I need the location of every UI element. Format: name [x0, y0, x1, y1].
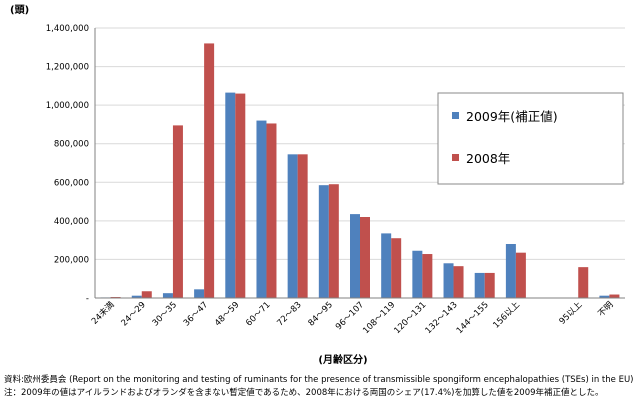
- bars: [100, 43, 620, 299]
- bar-2008-1: [141, 291, 152, 298]
- bar-2008-16: [609, 294, 620, 298]
- source-note: 資料:欧州委員会 (Report on the monitoring and t…: [4, 375, 634, 385]
- x-tick-label-6: 72〜83: [275, 300, 303, 328]
- x-tick-labels: 24未満 24〜29 30〜35 36〜47 48〜59 60〜71 72〜83 84〜959…: [89, 299, 615, 336]
- y-tick-label-4: 800,000: [54, 140, 89, 150]
- bar-2009-1: [131, 295, 142, 298]
- bar-2009-11: [443, 263, 454, 298]
- bar-2008-4: [235, 93, 246, 298]
- legend-label-2009: 2009年(補正値): [466, 109, 558, 124]
- x-tick-label-11: 132〜143: [424, 300, 460, 336]
- bar-2009-16: [599, 295, 610, 298]
- x-tick-label-5: 60〜71: [244, 300, 272, 328]
- y-tick-label-3: 600,000: [54, 178, 89, 188]
- bar-2008-8: [360, 217, 370, 298]
- x-tick-label-2: 30〜35: [151, 300, 179, 328]
- bar-2008-15: [578, 267, 589, 298]
- bar-2008-12: [484, 272, 495, 298]
- x-tick-label-1: 24〜29: [120, 300, 148, 328]
- bar-2009-6: [287, 154, 298, 298]
- x-axis-label: (月齢区分): [318, 353, 367, 366]
- legend-label-2008: 2008年: [466, 151, 510, 166]
- bar-2009-7: [318, 185, 329, 298]
- x-tick-label-16: 不明: [596, 300, 615, 319]
- x-tick-label-9: 108〜119: [361, 300, 397, 336]
- bar-2008-7: [328, 184, 339, 298]
- bar-2009-2: [162, 293, 173, 298]
- bar-2008-3: [204, 43, 215, 298]
- bar-2009-9: [381, 233, 392, 298]
- legend: 2009年(補正値) 2008年: [437, 92, 624, 185]
- y-tick-label-2: 400,000: [54, 217, 89, 227]
- y-tick-labels: - 200,000 400,000 600,000 800,000 1,000,000 1,…: [46, 24, 89, 304]
- bar-2008-9: [391, 238, 402, 298]
- bar-2009-3: [194, 289, 205, 298]
- bar-2008-5: [266, 123, 277, 298]
- x-tick-label-3: 36〜47: [182, 300, 210, 328]
- x-tick-label-7: 84〜95: [307, 300, 335, 328]
- y-tick-label-1: 200,000: [54, 255, 89, 265]
- legend-box: [437, 92, 624, 185]
- x-tick-label-13: 156以上: [491, 300, 522, 331]
- axes: [94, 28, 625, 299]
- x-tick-label-8: 96〜107: [334, 300, 366, 332]
- x-tick-label-12: 144〜155: [455, 300, 491, 336]
- y-tick-label-0: -: [86, 294, 89, 304]
- bar-2009-8: [350, 214, 360, 298]
- x-tick-label-4: 48〜59: [213, 300, 241, 328]
- bar-2008-6: [297, 154, 308, 298]
- x-tick-label-15: 95以上: [558, 300, 585, 327]
- y-tick-label-6: 1,200,000: [46, 63, 89, 73]
- legend-swatch-2008: [452, 154, 459, 161]
- bar-2008-2: [172, 125, 183, 299]
- y-tick-label-5: 1,000,000: [46, 101, 89, 111]
- bar-2008-10: [422, 254, 433, 298]
- legend-swatch-2009: [452, 112, 459, 119]
- bar-2008-13: [515, 252, 526, 298]
- footnote: 注：2009年の値はアイルランドおよびオランダを含まない暫定値であるため、200…: [4, 388, 604, 398]
- bar-2009-13: [505, 244, 516, 298]
- x-tick-label-0: 24未満: [89, 299, 117, 327]
- bar-2008-11: [453, 266, 464, 298]
- grid-lines: [95, 27, 625, 260]
- bar-2009-5: [256, 120, 267, 298]
- y-tick-label-7: 1,400,000: [46, 24, 89, 34]
- bar-2009-12: [474, 272, 485, 298]
- bar-2009-4: [225, 92, 236, 298]
- bar-2009-10: [412, 250, 423, 298]
- x-tick-label-10: 120〜131: [392, 300, 428, 336]
- y-unit-label: (頭): [10, 4, 29, 16]
